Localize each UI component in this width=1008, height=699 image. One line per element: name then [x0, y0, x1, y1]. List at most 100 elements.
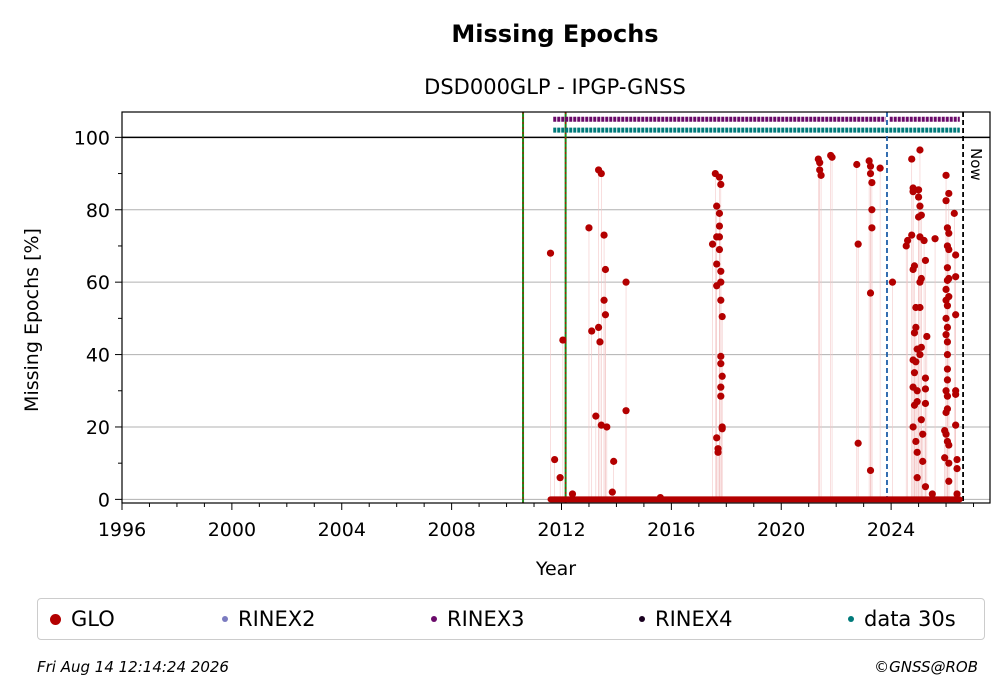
data-point [715, 233, 724, 241]
data-point [945, 441, 953, 449]
data-point [941, 454, 949, 462]
y-tick-label: 80 [86, 200, 110, 222]
data-point [943, 350, 952, 359]
data-point [909, 188, 917, 196]
data-point [816, 159, 824, 167]
x-tick-label: 2004 [318, 519, 366, 541]
data-point [717, 180, 725, 189]
data-point [585, 224, 593, 232]
data-point [917, 416, 925, 424]
data-point [910, 369, 919, 377]
data-point [854, 439, 862, 447]
data-point [713, 260, 721, 268]
data-point [919, 457, 927, 465]
data-point [917, 343, 925, 351]
data-point [914, 193, 923, 201]
data-point [952, 390, 960, 398]
data-point [943, 323, 952, 332]
data-point [917, 211, 925, 219]
now-label: Now [967, 148, 985, 181]
data-point [556, 474, 564, 482]
rinex3-marker-icon [431, 616, 437, 622]
data-point [600, 296, 608, 304]
data-point [588, 327, 596, 335]
data-point [945, 245, 953, 254]
y-axis-label: Missing Epochs [%] [21, 228, 43, 412]
data-point [868, 206, 876, 214]
data-point [952, 273, 960, 281]
data-point [952, 421, 960, 429]
y-tick-label: 40 [86, 345, 110, 367]
data-point [708, 240, 717, 248]
y-tick-label: 20 [86, 417, 110, 439]
data-point [717, 392, 725, 400]
x-tick-label: 2024 [867, 519, 915, 541]
data-point [717, 352, 725, 360]
data-point [921, 374, 930, 382]
data-point [945, 229, 953, 237]
legend-item-data-30s: data 30s [848, 599, 956, 639]
legend-label: GLO [71, 607, 115, 631]
data-point [945, 477, 953, 485]
data-point [943, 376, 952, 384]
data-point [942, 331, 950, 339]
data-point [943, 338, 952, 346]
data-point [715, 222, 724, 230]
data-point [916, 146, 924, 154]
data-point [603, 423, 611, 431]
y-tick-label: 100 [74, 127, 110, 149]
data-point [902, 242, 910, 250]
data-point [931, 235, 939, 243]
data-point [912, 358, 920, 366]
data-point [546, 249, 555, 257]
data-point [913, 387, 921, 395]
data-point [610, 457, 618, 465]
data-point [718, 312, 726, 321]
data-point [656, 493, 664, 502]
data-point [942, 171, 950, 179]
data-point [942, 430, 950, 438]
x-tick-label: 2012 [537, 519, 585, 541]
data-point [921, 399, 930, 408]
data-point [912, 323, 920, 332]
y-tick-label: 60 [86, 272, 110, 294]
data-point [908, 155, 916, 163]
data-point [715, 245, 724, 254]
data-point [717, 383, 725, 391]
data-point [917, 274, 925, 283]
data-point [909, 265, 917, 274]
x-tick-label: 1996 [98, 519, 146, 541]
legend-item-glo: GLO [50, 599, 115, 639]
data-point [853, 160, 861, 169]
footer-copyright: ©GNSS@ROB [874, 658, 978, 676]
data-point [622, 407, 630, 415]
data-point [551, 455, 559, 464]
chart-subtitle: DSD000GLP - IPGP-GNSS [424, 75, 686, 99]
data-point [945, 293, 953, 301]
data-point [920, 236, 928, 245]
x-axis-label: Year [535, 558, 576, 580]
data-point [718, 425, 726, 433]
data-point [713, 202, 721, 210]
data-point [913, 448, 921, 456]
data-point [622, 278, 630, 286]
data-point [866, 162, 875, 170]
footer-timestamp: Fri Aug 14 12:14:24 2026 [37, 658, 229, 676]
data-point [950, 209, 958, 217]
data-point [916, 202, 924, 210]
data-point [916, 350, 924, 359]
data-point [854, 240, 862, 248]
data-point [923, 332, 931, 341]
data-point [601, 311, 610, 319]
data-point [816, 166, 824, 174]
data-point [866, 466, 875, 475]
data-point [903, 236, 912, 245]
data-point [828, 153, 836, 161]
legend-label: data 30s [864, 607, 956, 631]
legend-label: RINEX3 [447, 607, 525, 631]
data-point [919, 430, 927, 438]
data-point [909, 423, 917, 431]
data-point [596, 338, 604, 346]
data-point [715, 209, 724, 217]
data-point [942, 314, 950, 322]
